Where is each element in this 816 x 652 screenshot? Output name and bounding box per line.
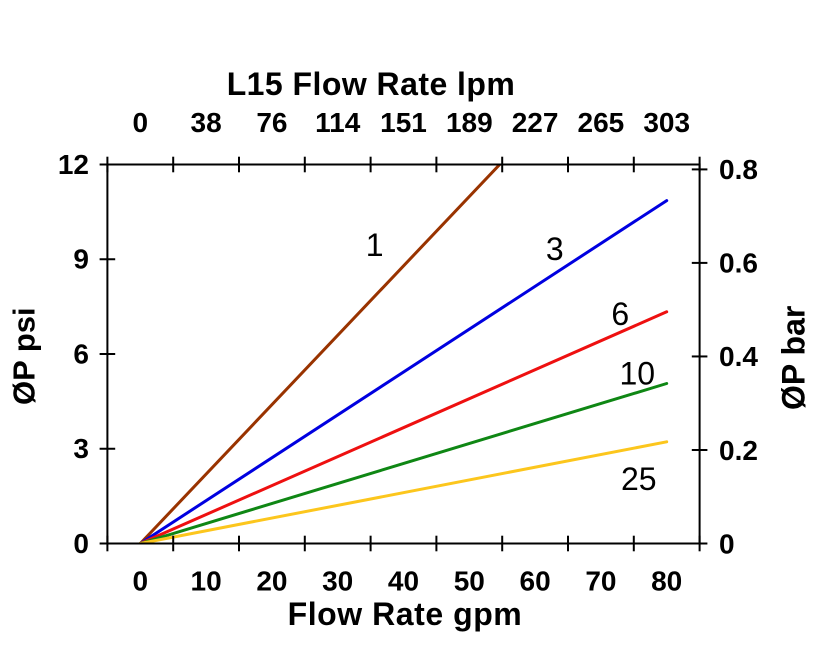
svg-text:0: 0: [133, 107, 149, 138]
svg-text:114: 114: [315, 107, 361, 138]
svg-text:0.2: 0.2: [719, 435, 758, 466]
svg-text:L15 Flow Rate lpm: L15 Flow Rate lpm: [227, 66, 516, 102]
svg-text:189: 189: [446, 107, 493, 138]
svg-text:10: 10: [620, 356, 656, 392]
svg-text:265: 265: [578, 107, 625, 138]
svg-text:ØP psi: ØP psi: [6, 307, 41, 405]
svg-text:12: 12: [58, 149, 89, 180]
svg-text:0: 0: [73, 528, 89, 559]
svg-text:60: 60: [520, 565, 551, 596]
svg-text:40: 40: [388, 565, 419, 596]
svg-text:25: 25: [621, 461, 657, 497]
svg-text:0.6: 0.6: [719, 248, 758, 279]
svg-text:38: 38: [191, 107, 222, 138]
svg-text:70: 70: [585, 565, 616, 596]
svg-text:6: 6: [73, 338, 89, 369]
svg-text:50: 50: [454, 565, 485, 596]
svg-text:1: 1: [366, 227, 384, 263]
svg-text:0: 0: [719, 528, 735, 559]
svg-text:6: 6: [611, 296, 629, 332]
svg-text:3: 3: [546, 231, 564, 267]
svg-text:9: 9: [73, 244, 89, 275]
svg-text:76: 76: [256, 107, 287, 138]
svg-text:20: 20: [256, 565, 287, 596]
svg-text:0.4: 0.4: [719, 341, 758, 372]
svg-text:10: 10: [191, 565, 222, 596]
svg-text:303: 303: [643, 107, 690, 138]
svg-text:80: 80: [651, 565, 682, 596]
svg-text:3: 3: [73, 433, 89, 464]
svg-text:227: 227: [512, 107, 559, 138]
svg-text:Flow Rate gpm: Flow Rate gpm: [288, 596, 523, 632]
svg-text:30: 30: [322, 565, 353, 596]
svg-text:ØP bar: ØP bar: [775, 306, 811, 410]
svg-text:151: 151: [380, 107, 427, 138]
svg-text:0: 0: [133, 565, 149, 596]
svg-text:0.8: 0.8: [719, 154, 758, 185]
